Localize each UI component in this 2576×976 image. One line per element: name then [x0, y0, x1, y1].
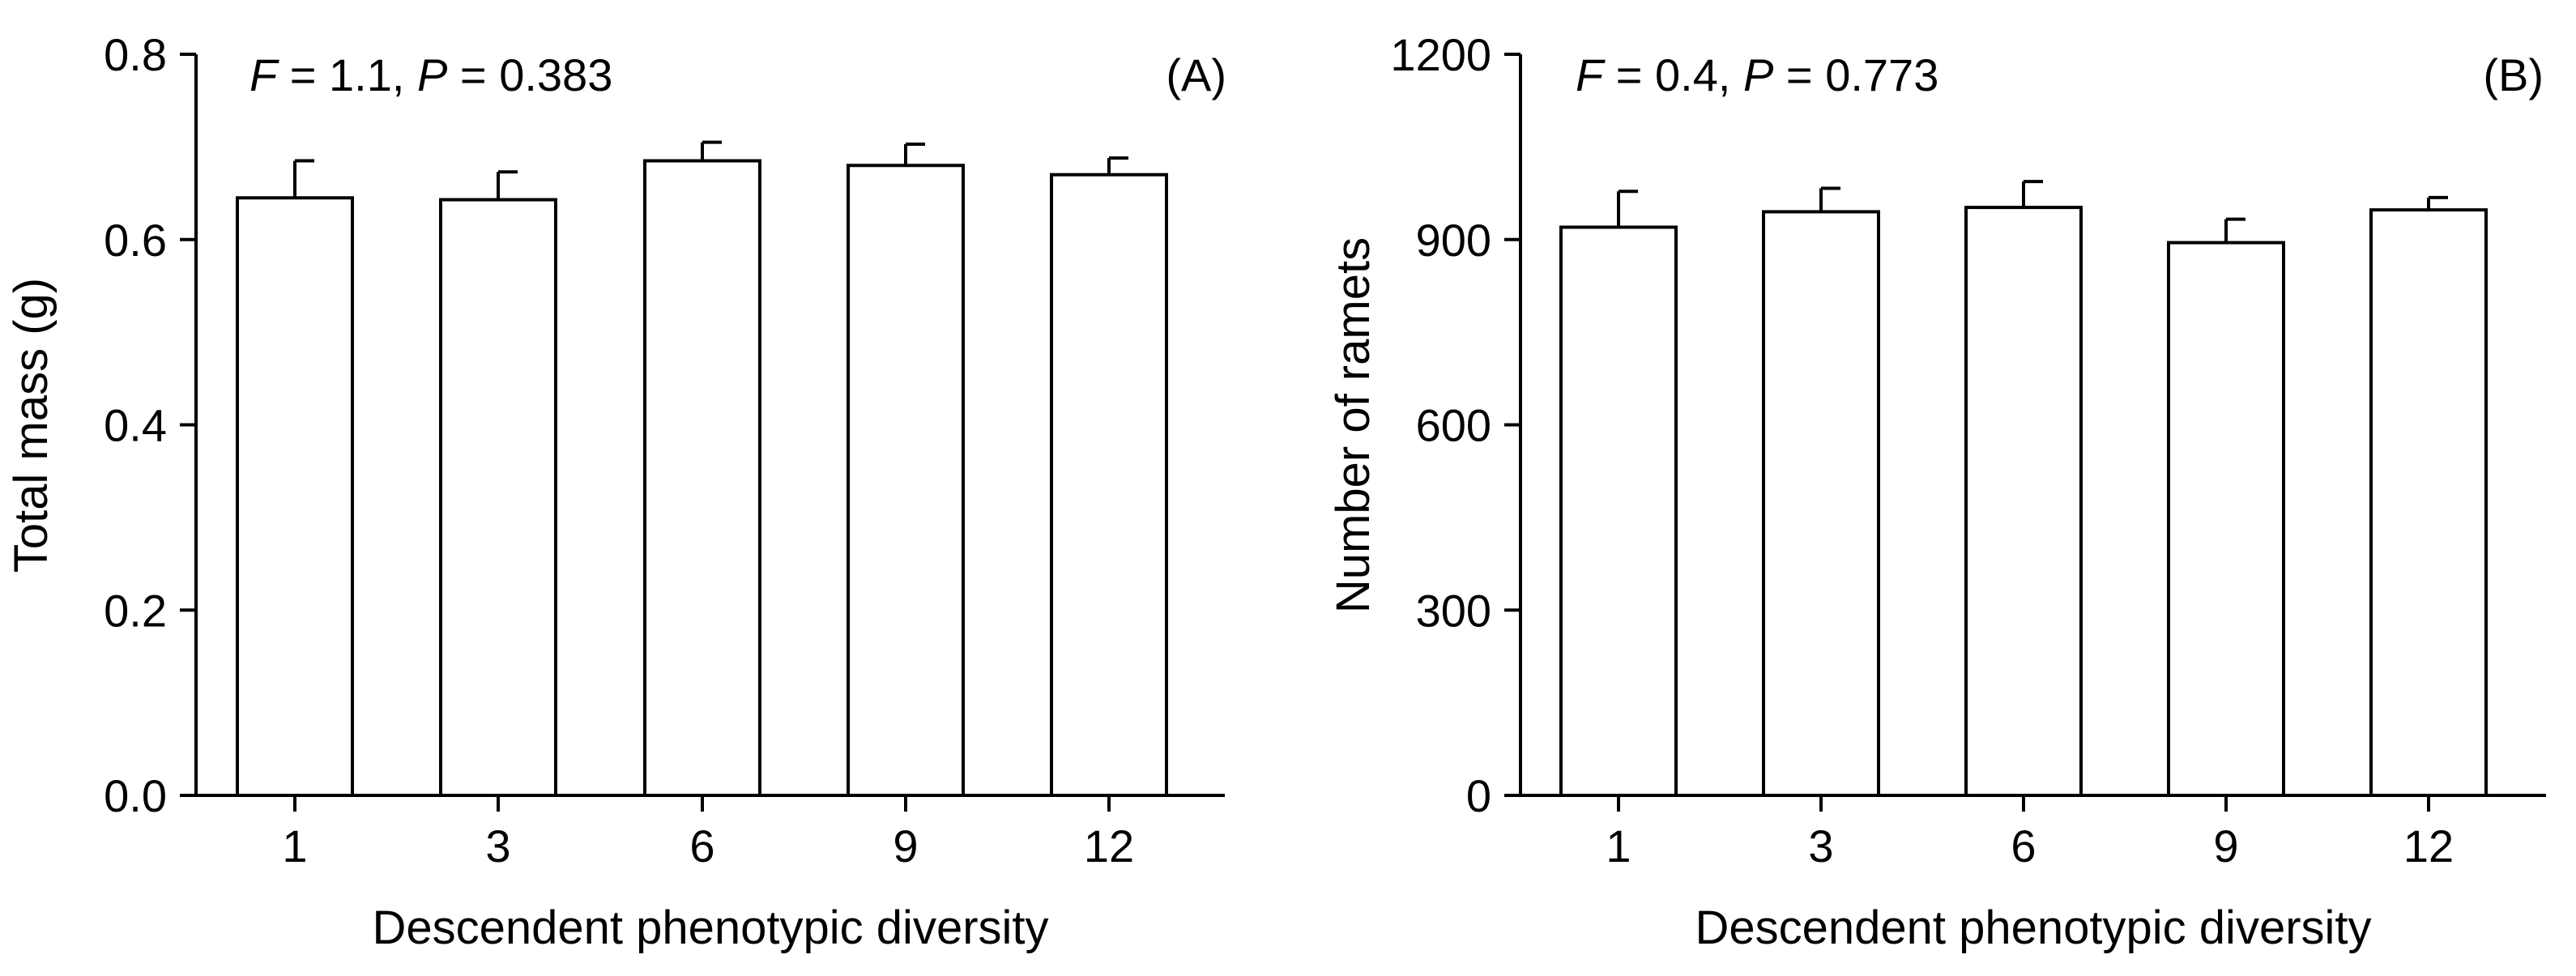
panel-a-y-tick-label: 0.8 — [104, 29, 167, 80]
panel-b-y-title: Number of ramets — [1327, 237, 1380, 613]
panel-a-bar — [1050, 173, 1168, 797]
panel-a-y-tick-label: 0.4 — [104, 400, 167, 451]
panel-a-x-tick-label: 3 — [485, 820, 510, 872]
panel-a-bar — [439, 198, 557, 798]
panel-b-bar — [1559, 225, 1678, 797]
panel-b-marks: 0 300 600 900 1200 1 3 6 9 12 — [1390, 29, 2488, 872]
panel-a-marks: 0.0 0.2 0.4 0.6 0.8 1 3 6 9 12 — [104, 29, 1168, 872]
panel-b-y-tick-label: 0 — [1466, 770, 1491, 821]
panel-b-label: (B) — [2483, 49, 2544, 100]
panel-b-y-tick-label: 300 — [1416, 585, 1491, 636]
panel-b-bar — [1964, 206, 2083, 798]
panel-b-x-tick-label: 1 — [1606, 820, 1631, 872]
panel-a-x-tick-label: 1 — [282, 820, 307, 872]
panel-b-y-tick-label: 600 — [1416, 400, 1491, 451]
panel-b-x-tick-label: 3 — [1808, 820, 1833, 872]
panel-b-bar — [2369, 208, 2488, 797]
panel-a-y-title: Total mass (g) — [5, 278, 58, 573]
panel-b-bar — [1762, 210, 1880, 797]
panel-b-bar — [2167, 241, 2285, 797]
panel-b-x-tick-label: 12 — [2403, 820, 2454, 872]
panel-a-x-tick-label: 12 — [1084, 820, 1134, 872]
panel-a-x-title: Descendent phenotypic diversity — [372, 901, 1048, 954]
panel-b-y-tick-label: 1200 — [1390, 29, 1491, 80]
panel-b-stat-text: F = 0.4, P = 0.773 — [1576, 49, 1938, 100]
panel-a: 0.0 0.2 0.4 0.6 0.8 1 3 6 9 12 F = 1.1, P = 0.383… — [5, 29, 1226, 954]
panel-a-bar — [236, 196, 354, 797]
panel-a-bar — [643, 159, 761, 797]
panel-b-y-tick-label: 900 — [1416, 215, 1491, 266]
panel-a-label: (A) — [1166, 49, 1226, 100]
panel-a-stat-text: F = 1.1, P = 0.383 — [249, 49, 612, 100]
panel-a-x-tick-label: 9 — [893, 820, 918, 872]
panel-a-bar — [847, 164, 965, 797]
panel-a-y-tick-label: 0.6 — [104, 215, 167, 266]
panel-b-x-tick-label: 9 — [2213, 820, 2238, 872]
panel-a-y-tick-label: 0.0 — [104, 770, 167, 821]
panel-a-y-tick-label: 0.2 — [104, 585, 167, 636]
panel-a-x-tick-label: 6 — [689, 820, 714, 872]
panel-b-x-title: Descendent phenotypic diversity — [1695, 901, 2371, 954]
panel-b-x-tick-label: 6 — [2011, 820, 2036, 872]
